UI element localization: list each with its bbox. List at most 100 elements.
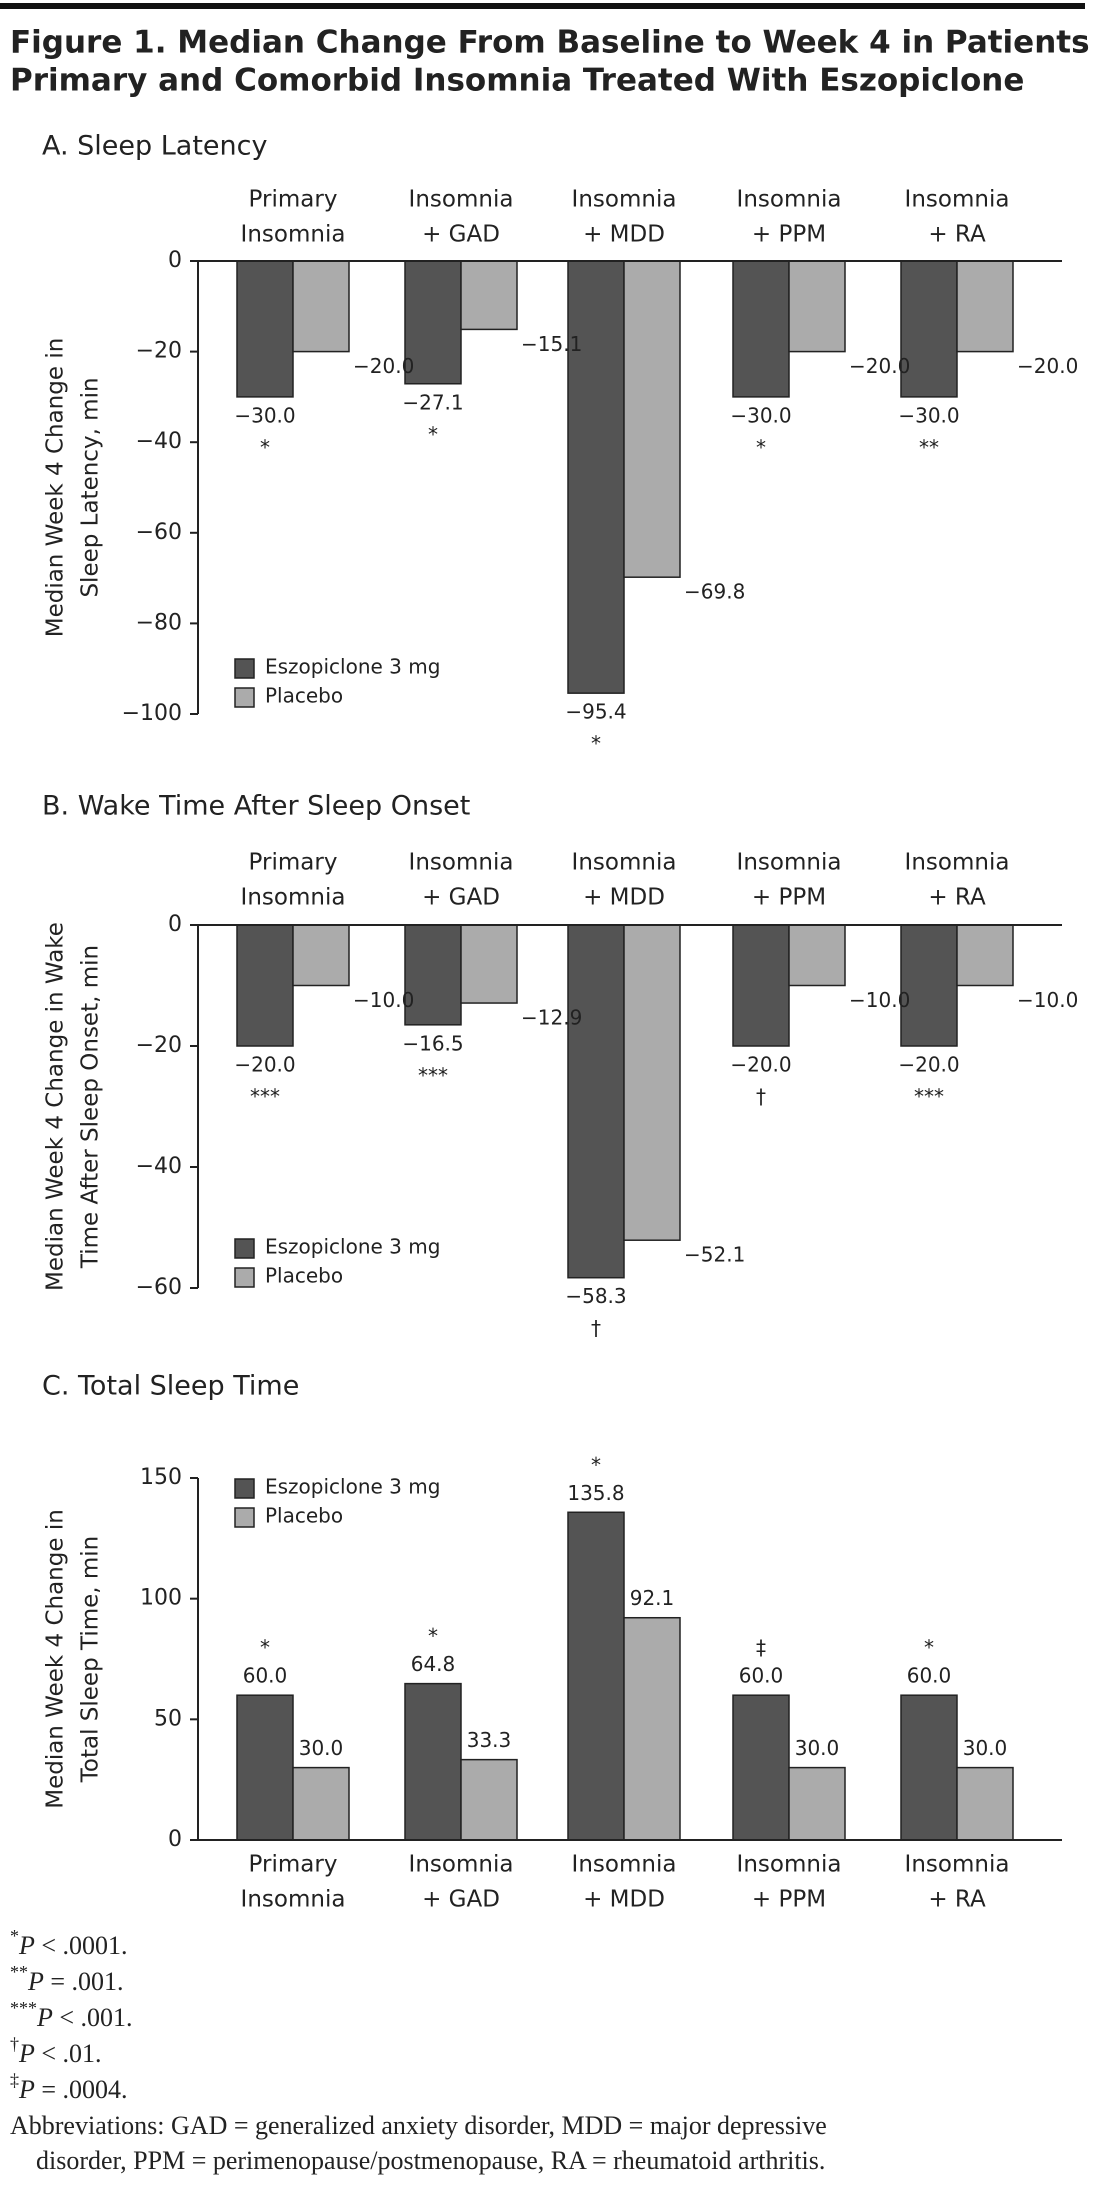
bar	[567, 924, 625, 1279]
footnote-text: = .0004.	[35, 2075, 128, 2104]
y-tick-label: 0	[168, 912, 182, 937]
value-label: −10.0	[849, 988, 910, 1012]
significance-marker: *	[260, 435, 270, 459]
value-label: −12.9	[521, 1006, 582, 1030]
x-tick-label: Insomnia	[737, 187, 842, 213]
x-tick-label: + PPM	[752, 885, 826, 911]
x-tick-label: + GAD	[422, 1887, 500, 1913]
panel-title: C. Total Sleep Time	[42, 1371, 299, 1402]
value-label: −20.0	[353, 354, 414, 378]
bar	[623, 1616, 681, 1841]
bar	[788, 1766, 846, 1841]
x-tick-label: + RA	[928, 885, 986, 911]
bar	[732, 1694, 790, 1841]
significance-marker: *	[591, 1453, 601, 1477]
bar	[292, 1766, 350, 1841]
y-axis-label: Total Sleep Time, min	[78, 1536, 104, 1784]
y-tick-label: −60	[136, 520, 182, 545]
value-label: 30.0	[299, 1736, 344, 1760]
value-label: 33.3	[467, 1728, 512, 1752]
footnote-symbol: *	[10, 1926, 19, 1946]
significance-marker: *	[428, 1624, 438, 1648]
footnote-symbol: **	[10, 1962, 28, 1982]
x-tick-label: Primary	[249, 850, 338, 876]
bar	[236, 924, 294, 1047]
value-label: 60.0	[243, 1664, 288, 1688]
significance-marker: *	[756, 435, 766, 459]
value-label: −20.0	[849, 354, 910, 378]
y-axis-label: Sleep Latency, min	[78, 377, 104, 597]
value-label: −30.0	[898, 403, 959, 427]
legend-swatch	[234, 658, 255, 679]
significance-marker: ***	[250, 1085, 280, 1109]
x-tick-label: + PPM	[752, 222, 826, 248]
value-label: −16.5	[402, 1031, 463, 1055]
value-label: 60.0	[907, 1664, 952, 1688]
value-label: −10.0	[353, 988, 414, 1012]
x-tick-label: + MDD	[583, 885, 665, 911]
panel-title: B. Wake Time After Sleep Onset	[42, 791, 470, 822]
value-label: −15.1	[521, 332, 582, 356]
footnote-symbol: ‡	[10, 2070, 19, 2090]
footnote-text: < .001.	[53, 2003, 133, 2032]
legend-label: Placebo	[265, 1264, 343, 1288]
bar	[623, 260, 681, 578]
significance-marker: *	[260, 1636, 270, 1660]
x-tick-label: Primary	[249, 1852, 338, 1878]
legend-swatch	[234, 687, 255, 708]
value-label: −20.0	[234, 1053, 295, 1077]
significance-marker: †	[591, 1316, 601, 1340]
significance-marker: †	[756, 1085, 766, 1109]
significance-marker: **	[919, 435, 939, 459]
abbreviations: disorder, PPM = perimenopause/postmenopa…	[36, 2146, 825, 2175]
bar	[788, 260, 846, 353]
value-label: −30.0	[730, 403, 791, 427]
x-tick-label: + RA	[928, 1887, 986, 1913]
figure-title: Figure 1. Median Change From Baseline to…	[10, 25, 1095, 61]
value-label: 64.8	[411, 1652, 456, 1676]
y-tick-label: −80	[136, 610, 182, 635]
bar	[404, 1682, 462, 1841]
figure-title: Primary and Comorbid Insomnia Treated Wi…	[10, 63, 1024, 99]
value-label: −52.1	[684, 1243, 745, 1267]
footnote: †P < .01.	[10, 2034, 102, 2068]
y-axis-label: Median Week 4 Change in Wake	[43, 922, 69, 1291]
value-label: 30.0	[795, 1736, 840, 1760]
x-tick-label: + RA	[928, 222, 986, 248]
x-tick-label: Insomnia	[241, 222, 346, 248]
value-label: −58.3	[565, 1284, 626, 1308]
footnote: **P = .001.	[10, 1962, 124, 1996]
bar	[623, 924, 681, 1241]
footnote: *P < .0001.	[10, 1926, 128, 1960]
value-label: −20.0	[1017, 354, 1078, 378]
y-tick-label: −40	[136, 1154, 182, 1179]
x-tick-label: Insomnia	[905, 1852, 1010, 1878]
value-label: −20.0	[898, 1053, 959, 1077]
legend-label: Placebo	[265, 684, 343, 708]
x-tick-label: Insomnia	[572, 187, 677, 213]
bar	[460, 924, 518, 1004]
y-tick-label: 50	[154, 1706, 182, 1731]
bar	[956, 260, 1014, 353]
x-tick-label: Insomnia	[905, 850, 1010, 876]
significance-marker: ‡	[756, 1636, 766, 1660]
bar	[567, 1511, 625, 1841]
x-tick-label: + MDD	[583, 222, 665, 248]
footnote-p: P	[27, 1967, 44, 1996]
value-label: −10.0	[1017, 988, 1078, 1012]
footnote-p: P	[36, 2003, 53, 2032]
bar	[732, 260, 790, 398]
legend-label: Placebo	[265, 1504, 343, 1528]
y-tick-label: 100	[140, 1586, 182, 1611]
y-axis-label: Time After Sleep Onset, min	[78, 945, 104, 1269]
y-tick-label: 0	[168, 248, 182, 273]
footnote-text: = .001.	[44, 1967, 124, 1996]
y-axis-label: Median Week 4 Change in	[43, 338, 69, 638]
significance-marker: ***	[914, 1085, 944, 1109]
bar	[404, 260, 462, 385]
y-tick-label: −20	[136, 1033, 182, 1058]
value-label: 60.0	[739, 1664, 784, 1688]
x-tick-label: Insomnia	[737, 850, 842, 876]
panel-title: A. Sleep Latency	[42, 131, 267, 162]
